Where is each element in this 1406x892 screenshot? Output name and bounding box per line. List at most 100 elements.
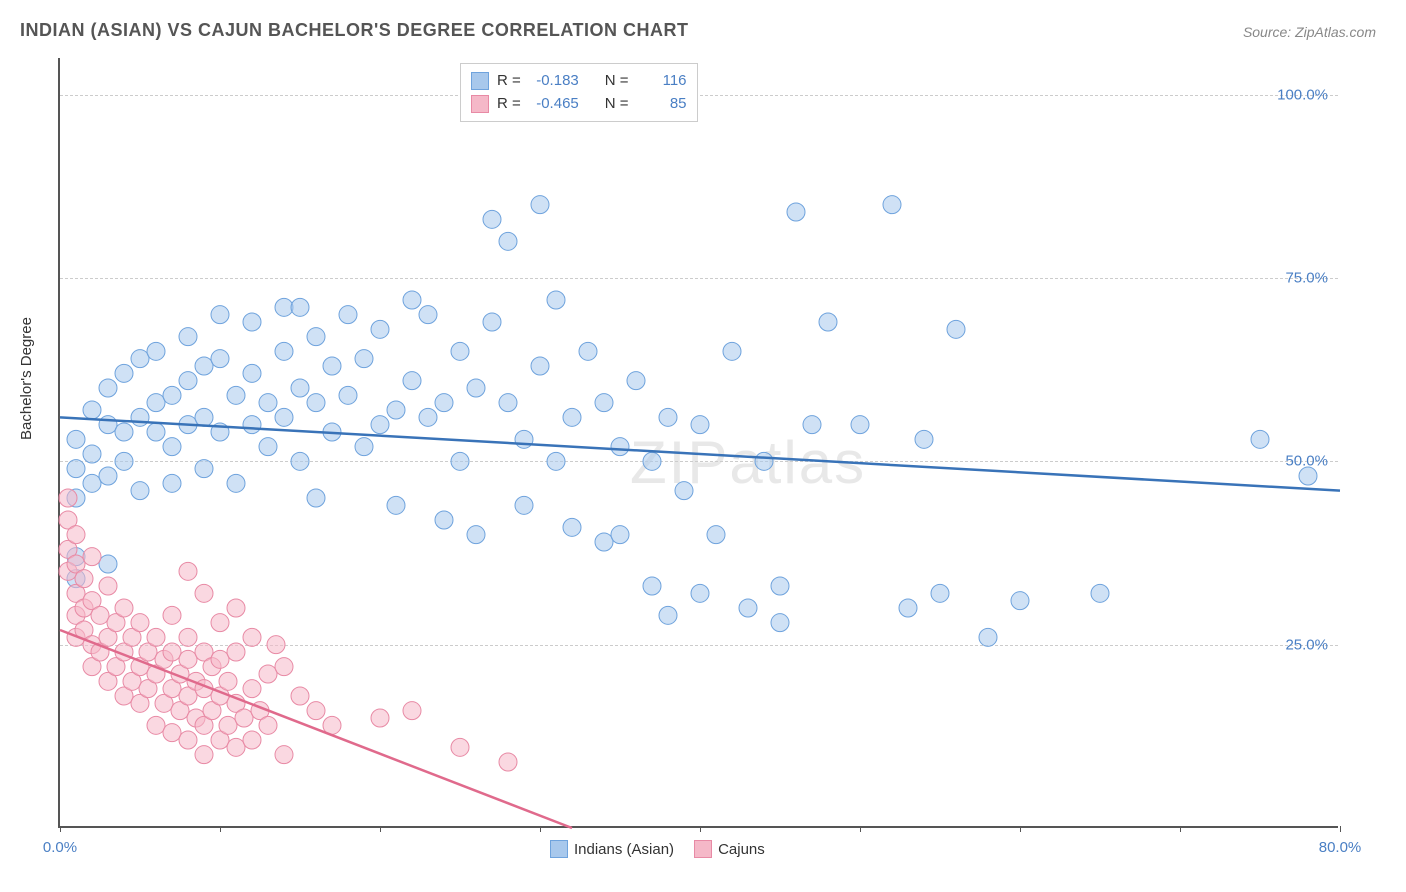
legend-label-indian: Indians (Asian) [574,841,674,858]
scatter-point [67,460,85,478]
scatter-point [99,555,117,573]
scatter-point [243,416,261,434]
series-legend: Indians (Asian) Cajuns [550,840,765,858]
scatter-point [75,570,93,588]
scatter-point [547,452,565,470]
plot-area: ZIPatlas 25.0%50.0%75.0%100.0% 0.0%80.0%… [58,58,1338,828]
scatter-point [499,232,517,250]
legend-item-indian: Indians (Asian) [550,840,674,858]
legend-label-cajun: Cajuns [718,841,765,858]
x-tick [1020,826,1021,832]
scatter-point [163,438,181,456]
scatter-point [307,394,325,412]
scatter-point [227,386,245,404]
scatter-point [219,716,237,734]
scatter-point [483,210,501,228]
scatter-point [235,709,253,727]
scatter-point [131,482,149,500]
scatter-point [435,511,453,529]
scatter-point [355,438,373,456]
scatter-point [387,496,405,514]
scatter-point [547,291,565,309]
y-axis-label: Bachelor's Degree [18,317,35,440]
scatter-point [659,606,677,624]
scatter-point [419,408,437,426]
x-tick [220,826,221,832]
scatter-point [115,452,133,470]
scatter-point [195,460,213,478]
scatter-point [1299,467,1317,485]
scatter-point [467,379,485,397]
scatter-point [259,438,277,456]
x-tick [1340,826,1341,832]
swatch-indian-bottom [550,840,568,858]
scatter-point [115,599,133,617]
swatch-cajun-bottom [694,840,712,858]
scatter-point [403,702,421,720]
scatter-point [83,474,101,492]
scatter-point [851,416,869,434]
x-tick [860,826,861,832]
scatter-point [195,746,213,764]
scatter-point [595,533,613,551]
scatter-point [403,291,421,309]
scatter-point [371,320,389,338]
source-attribution: Source: ZipAtlas.com [1243,24,1376,40]
scatter-point [211,650,229,668]
scatter-point [307,702,325,720]
x-tick-label: 80.0% [1319,839,1362,856]
scatter-point [275,342,293,360]
scatter-point [211,614,229,632]
scatter-point [339,306,357,324]
scatter-point [771,614,789,632]
scatter-point [147,628,165,646]
scatter-point [147,423,165,441]
scatter-point [243,364,261,382]
scatter-point [179,650,197,668]
scatter-point [195,357,213,375]
scatter-point [579,342,597,360]
scatter-point [259,716,277,734]
scatter-point [499,394,517,412]
scatter-point [595,394,613,412]
scatter-point [275,746,293,764]
scatter-point [243,313,261,331]
scatter-point [947,320,965,338]
scatter-point [355,350,373,368]
scatter-point [915,430,933,448]
scatter-point [163,606,181,624]
scatter-point [259,665,277,683]
scatter-point [787,203,805,221]
scatter-point [803,416,821,434]
scatter-point [755,452,773,470]
scatter-point [131,350,149,368]
scatter-point [163,386,181,404]
scatter-point [707,526,725,544]
scatter-point [419,306,437,324]
scatter-point [179,372,197,390]
scatter-point [531,196,549,214]
x-tick [1180,826,1181,832]
scatter-point [1251,430,1269,448]
scatter-point [371,709,389,727]
scatter-point [979,628,997,646]
scatter-point [563,408,581,426]
scatter-point [883,196,901,214]
scatter-point [531,357,549,375]
x-tick-label: 0.0% [43,839,77,856]
scatter-point [307,489,325,507]
scatter-point [83,401,101,419]
scatter-point [227,474,245,492]
scatter-point [227,643,245,661]
scatter-point [179,628,197,646]
scatter-point [819,313,837,331]
x-tick [60,826,61,832]
x-tick [700,826,701,832]
scatter-point [435,394,453,412]
scatter-point [131,408,149,426]
scatter-point [67,526,85,544]
scatter-point [99,416,117,434]
trend-line [60,630,572,828]
scatter-point [227,738,245,756]
scatter-point [1091,584,1109,602]
